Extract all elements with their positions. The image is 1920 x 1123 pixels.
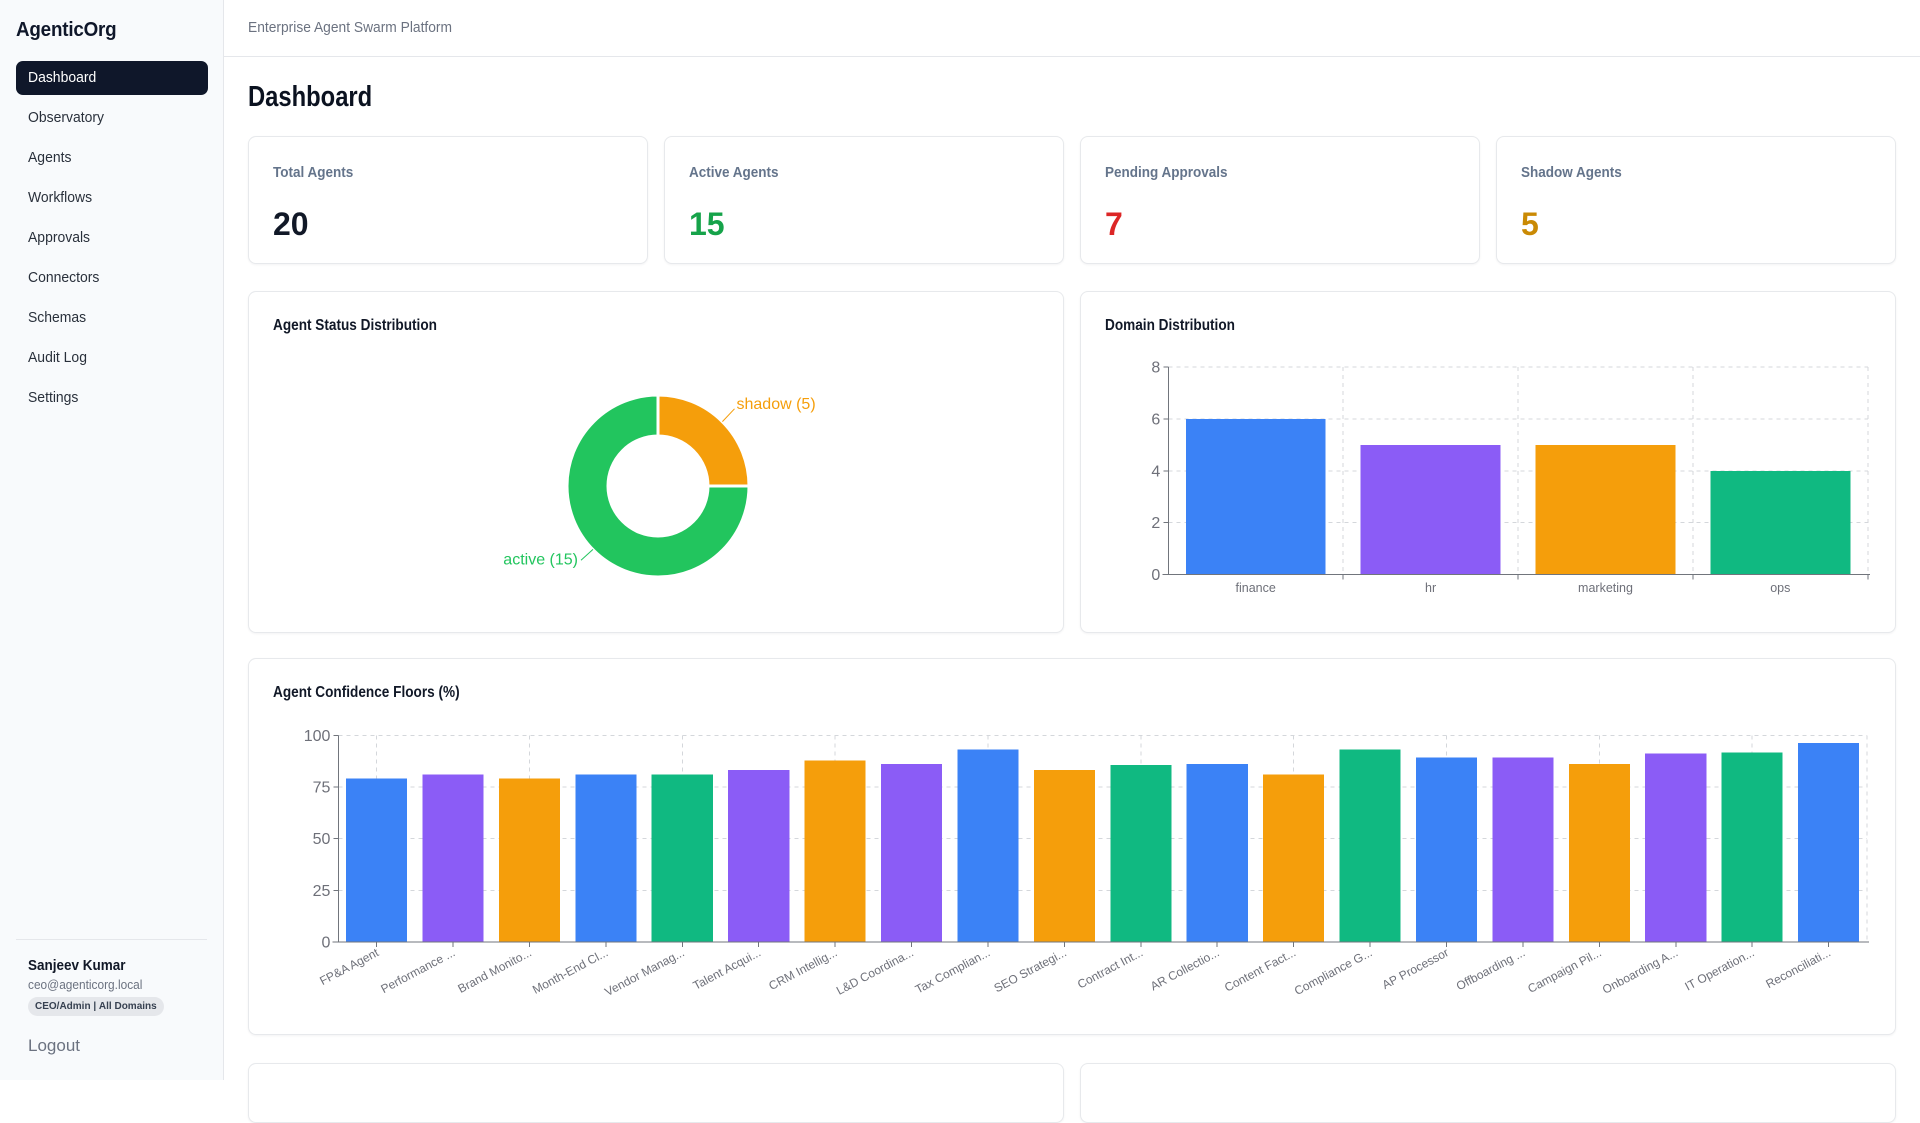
- svg-text:Month-End Cl...: Month-End Cl...: [530, 945, 610, 997]
- svg-text:Content Fact...: Content Fact...: [1222, 945, 1298, 994]
- svg-text:hr: hr: [1425, 581, 1436, 595]
- svg-text:Campaign Pil...: Campaign Pil...: [1525, 945, 1603, 996]
- svg-text:25: 25: [313, 883, 331, 900]
- svg-text:FP&A Agent: FP&A Agent: [317, 945, 381, 988]
- svg-text:IT Operation...: IT Operation...: [1683, 945, 1757, 993]
- svg-text:75: 75: [313, 780, 331, 797]
- svg-text:0: 0: [1151, 567, 1160, 584]
- svg-text:100: 100: [304, 728, 331, 745]
- svg-text:SEO Strategi...: SEO Strategi...: [992, 945, 1069, 995]
- svg-text:AP Processor: AP Processor: [1380, 945, 1451, 992]
- svg-text:Reconciliati...: Reconciliati...: [1763, 945, 1833, 991]
- svg-text:Tax Complian...: Tax Complian...: [913, 945, 993, 996]
- svg-text:Offboarding ...: Offboarding ...: [1454, 945, 1528, 993]
- svg-text:4: 4: [1151, 463, 1160, 480]
- svg-text:Contract Int...: Contract Int...: [1075, 945, 1145, 991]
- svg-text:CRM Intellig...: CRM Intellig...: [766, 945, 839, 993]
- svg-text:Brand Monito...: Brand Monito...: [455, 945, 533, 996]
- svg-text:marketing: marketing: [1578, 581, 1633, 595]
- svg-text:AR Collectio...: AR Collectio...: [1148, 945, 1222, 993]
- svg-text:Onboarding A...: Onboarding A...: [1600, 945, 1680, 997]
- svg-text:L&D Coordina...: L&D Coordina...: [834, 945, 916, 997]
- svg-text:shadow (5): shadow (5): [737, 396, 816, 413]
- svg-text:Compliance G...: Compliance G...: [1292, 945, 1375, 998]
- svg-text:50: 50: [313, 831, 331, 848]
- svg-text:ops: ops: [1770, 581, 1790, 595]
- svg-text:6: 6: [1151, 411, 1160, 428]
- svg-text:Vendor Manag...: Vendor Manag...: [602, 945, 686, 999]
- svg-text:8: 8: [1151, 360, 1160, 377]
- svg-text:finance: finance: [1236, 581, 1276, 595]
- svg-text:Performance ...: Performance ...: [378, 945, 457, 996]
- svg-text:0: 0: [321, 934, 330, 951]
- svg-text:active (15): active (15): [503, 552, 578, 569]
- svg-text:Talent Acqui...: Talent Acqui...: [691, 945, 764, 992]
- svg-text:2: 2: [1151, 515, 1160, 532]
